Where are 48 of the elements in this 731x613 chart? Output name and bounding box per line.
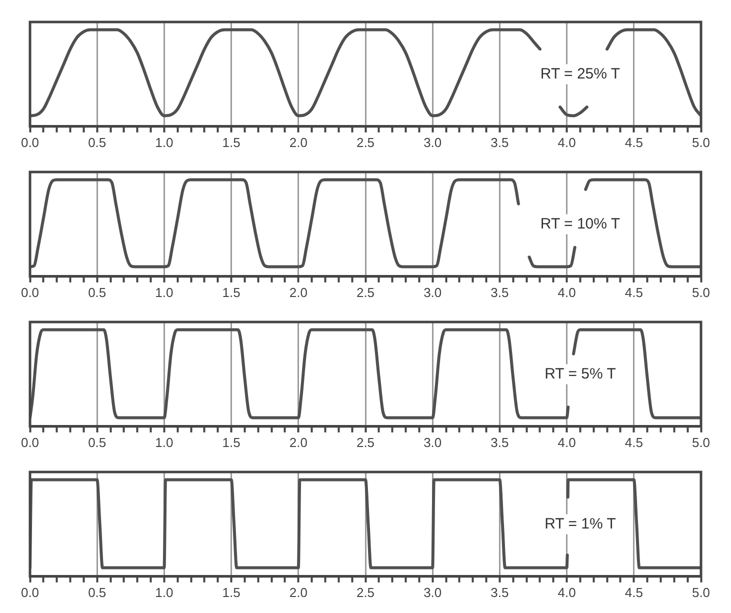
x-tick-label: 1.0 <box>155 134 174 150</box>
x-tick-label: 0.0 <box>20 284 40 300</box>
annotation: RT = 5% T <box>544 365 616 382</box>
x-tick-label: 3.5 <box>490 134 509 150</box>
x-tick-label: 3.0 <box>424 434 442 450</box>
x-tick-label: 5.0 <box>692 284 710 300</box>
x-tick-label: 3.5 <box>490 284 509 300</box>
x-tick-label: 4.0 <box>558 584 576 600</box>
x-tick-label: 0.5 <box>88 434 106 450</box>
x-tick-label: 2.0 <box>289 134 308 150</box>
x-tick-label: 0.0 <box>20 434 40 450</box>
x-tick-label: 0.5 <box>88 284 106 300</box>
x-tick-label: 4.5 <box>624 134 643 150</box>
x-tick-label: 4.5 <box>624 284 643 300</box>
x-tick-label: 4.0 <box>558 284 576 300</box>
x-tick-label: 3.5 <box>490 584 509 600</box>
x-tick-label: 2.0 <box>289 584 308 600</box>
x-tick-label: 1.5 <box>222 584 240 600</box>
x-tick-label: 3.0 <box>424 584 442 600</box>
x-tick-label: 5.0 <box>692 134 710 150</box>
x-tick-label: 5.0 <box>692 434 710 450</box>
annotation: RT = 25% T <box>540 65 620 82</box>
x-tick-label: 1.0 <box>155 434 174 450</box>
x-tick-label: 0.0 <box>20 584 40 600</box>
x-tick-label: 4.5 <box>624 434 643 450</box>
x-tick-label: 2.5 <box>356 584 375 600</box>
x-tick-label: 2.5 <box>356 434 375 450</box>
x-tick-label: 4.0 <box>558 434 576 450</box>
x-tick-label: 0.5 <box>88 134 106 150</box>
x-tick-label: 1.5 <box>222 284 240 300</box>
x-tick-label: 3.0 <box>424 284 442 300</box>
x-tick-label: 3.0 <box>424 134 442 150</box>
x-tick-label: 4.0 <box>558 134 576 150</box>
x-tick-label: 1.5 <box>222 134 240 150</box>
x-tick-label: 1.0 <box>155 284 174 300</box>
x-tick-label: 2.5 <box>356 134 375 150</box>
x-tick-label: 0.5 <box>88 584 106 600</box>
x-tick-label: 1.5 <box>222 434 240 450</box>
x-tick-label: 1.0 <box>155 584 174 600</box>
annotation: RT = 1% T <box>544 515 616 532</box>
x-tick-label: 2.0 <box>289 434 308 450</box>
x-tick-label: 0.0 <box>20 134 40 150</box>
x-tick-label: 3.5 <box>490 434 509 450</box>
x-tick-label: 2.5 <box>356 284 375 300</box>
x-tick-label: 4.5 <box>624 584 643 600</box>
x-tick-label: 2.0 <box>289 284 308 300</box>
annotation: RT = 10% T <box>540 215 620 232</box>
x-tick-label: 5.0 <box>692 584 710 600</box>
